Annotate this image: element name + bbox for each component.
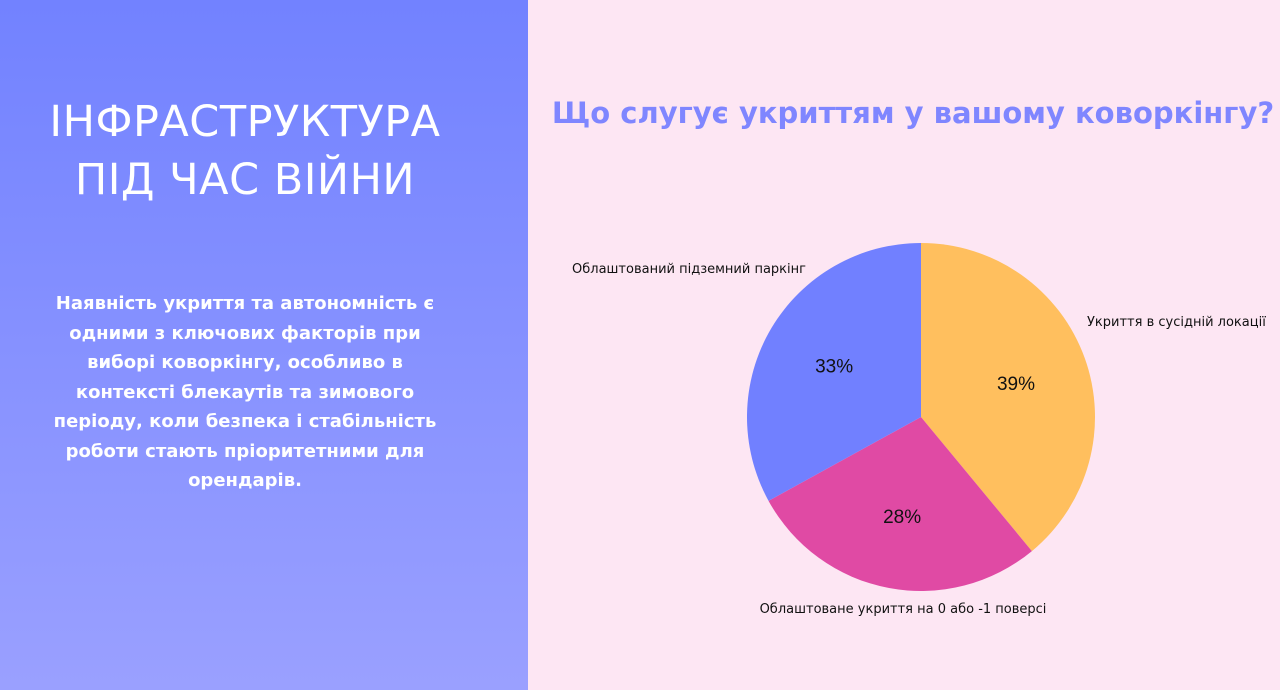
category-label-3: Облаштований підземний паркінг: [572, 262, 806, 277]
main-title-line-2: ПІД ЧАС ВІЙНИ: [74, 155, 416, 205]
chart-title: Що слугує укриттям у вашому коворкінгу?: [551, 96, 1275, 130]
category-label-1: Укриття в сусідній локації: [1087, 315, 1266, 330]
left-panel: ІНФРАСТРУКТУРА ПІД ЧАС ВІЙНИ Наявність у…: [0, 0, 528, 690]
slice-percent-label-1: 39%: [997, 374, 1035, 395]
right-panel: Що слугує укриттям у вашому коворкінгу? …: [528, 0, 1280, 690]
slice-percent-label-3: 33%: [815, 357, 853, 378]
pie-slice-3: [747, 243, 921, 501]
main-title: ІНФРАСТРУКТУРА ПІД ЧАС ВІЙНИ: [0, 93, 490, 209]
description: Наявність укриття та автономність є одни…: [53, 293, 437, 491]
pie-chart: 39% Укриття в сусідній локації 28% Облаштов…: [572, 243, 1266, 617]
slice-percent-label-2: 28%: [883, 507, 921, 528]
pie-slice-1: [921, 243, 1095, 552]
main-title-line-1: ІНФРАСТРУКТУРА: [49, 97, 441, 147]
category-label-2: Облаштоване укриття на 0 або -1 поверсі: [760, 602, 1047, 617]
pie-slice-2: [768, 417, 1032, 591]
